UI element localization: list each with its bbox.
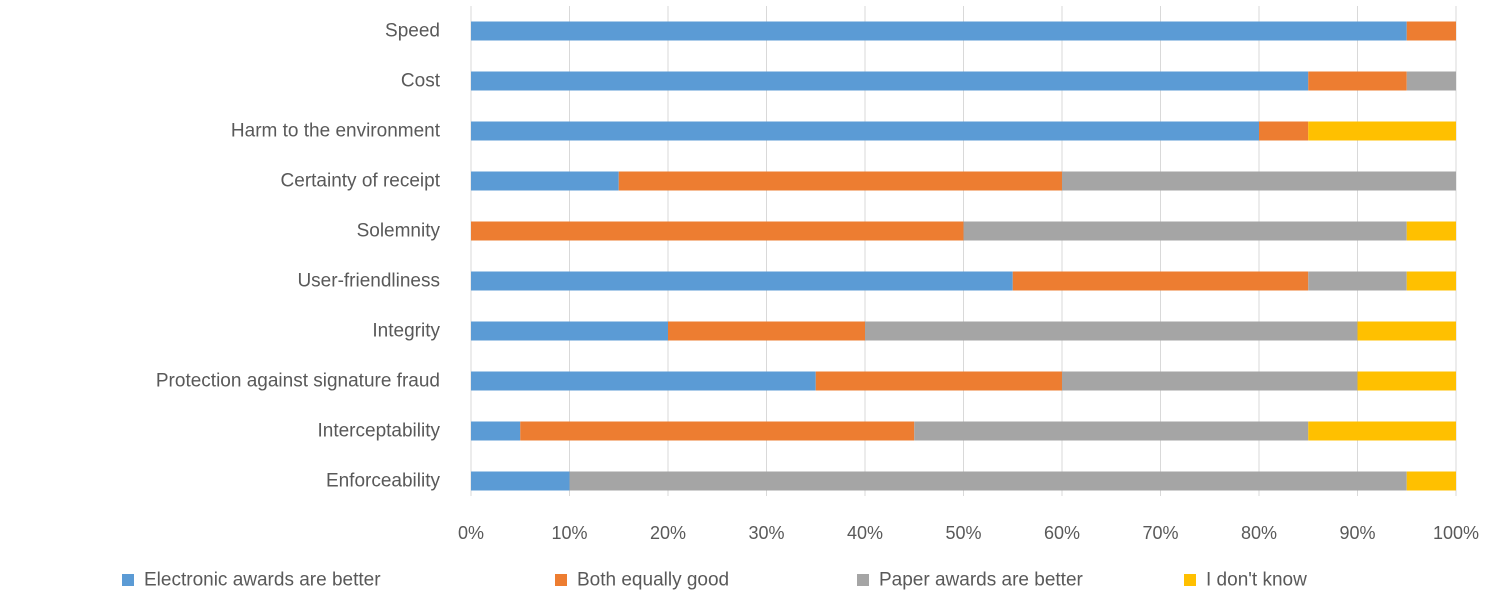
legend-label: I don't know bbox=[1206, 570, 1307, 591]
bar-segment bbox=[1357, 371, 1456, 391]
bar-segment bbox=[471, 21, 1407, 41]
category-label: Interceptability bbox=[317, 421, 440, 442]
category-label: Harm to the environment bbox=[231, 121, 441, 142]
bar-segment bbox=[1308, 271, 1407, 291]
bar-segment bbox=[815, 371, 1062, 391]
legend-swatch bbox=[1184, 574, 1196, 586]
bar-segment bbox=[1308, 71, 1407, 91]
bar-segment bbox=[1406, 21, 1456, 41]
bar-segment bbox=[1406, 221, 1456, 241]
bar-segment bbox=[471, 371, 816, 391]
legend-swatch bbox=[122, 574, 134, 586]
bar-segment bbox=[1406, 71, 1456, 91]
x-tick-label: 20% bbox=[650, 523, 686, 543]
bar-segment bbox=[471, 121, 1259, 141]
category-label: Speed bbox=[385, 21, 440, 42]
legend: Electronic awards are better Both equally… bbox=[122, 570, 1307, 591]
bar-segment bbox=[471, 471, 570, 491]
category-label: Enforceability bbox=[326, 471, 441, 492]
category-label: User-friendliness bbox=[297, 271, 440, 292]
bar-segment bbox=[914, 421, 1309, 441]
category-label: Certainty of receipt bbox=[281, 171, 441, 192]
legend-label: Both equally good bbox=[577, 570, 729, 591]
bar-segment bbox=[865, 321, 1358, 341]
x-tick-label: 40% bbox=[847, 523, 883, 543]
category-label: Integrity bbox=[372, 321, 440, 342]
x-tick-label: 60% bbox=[1044, 523, 1080, 543]
bar-segment bbox=[1406, 271, 1456, 291]
bar-segment bbox=[1012, 271, 1309, 291]
category-label: Protection against signature fraud bbox=[156, 371, 440, 392]
x-tick-label: 30% bbox=[748, 523, 784, 543]
bar-segment bbox=[668, 321, 865, 341]
bar-segment bbox=[1062, 171, 1456, 191]
bar-segment bbox=[471, 71, 1309, 91]
x-tick-label: 100% bbox=[1433, 523, 1479, 543]
bar-segment bbox=[471, 321, 668, 341]
legend-label: Electronic awards are better bbox=[144, 570, 381, 591]
bar-segment bbox=[1308, 121, 1456, 141]
bar-segment bbox=[471, 271, 1013, 291]
bar-segment bbox=[1308, 421, 1456, 441]
x-axis-tick-labels: 0% 10% 20% 30% 40% 50% 60% 70% 80% 90% 100% bbox=[458, 523, 1479, 543]
bar-segment bbox=[618, 171, 1062, 191]
bar-segment bbox=[1062, 371, 1358, 391]
x-tick-label: 50% bbox=[945, 523, 981, 543]
bar-segment bbox=[520, 421, 915, 441]
bar-segment bbox=[471, 171, 619, 191]
x-tick-label: 80% bbox=[1241, 523, 1277, 543]
legend-label: Paper awards are better bbox=[879, 570, 1084, 591]
x-tick-label: 90% bbox=[1339, 523, 1375, 543]
x-tick-label: 70% bbox=[1142, 523, 1178, 543]
x-tick-label: 10% bbox=[551, 523, 587, 543]
bar-segment bbox=[471, 221, 964, 241]
legend-swatch bbox=[555, 574, 567, 586]
bar-segment bbox=[1357, 321, 1456, 341]
x-tick-label: 0% bbox=[458, 523, 484, 543]
category-label: Cost bbox=[401, 71, 441, 92]
bars bbox=[471, 21, 1456, 491]
bar-segment bbox=[471, 421, 521, 441]
bar-segment bbox=[1406, 471, 1456, 491]
bar-segment bbox=[569, 471, 1407, 491]
bar-segment bbox=[963, 221, 1407, 241]
legend-swatch bbox=[857, 574, 869, 586]
category-labels: Speed Cost Harm to the environment Certaint… bbox=[156, 21, 441, 492]
bar-segment bbox=[1259, 121, 1309, 141]
category-label: Solemnity bbox=[357, 221, 441, 242]
